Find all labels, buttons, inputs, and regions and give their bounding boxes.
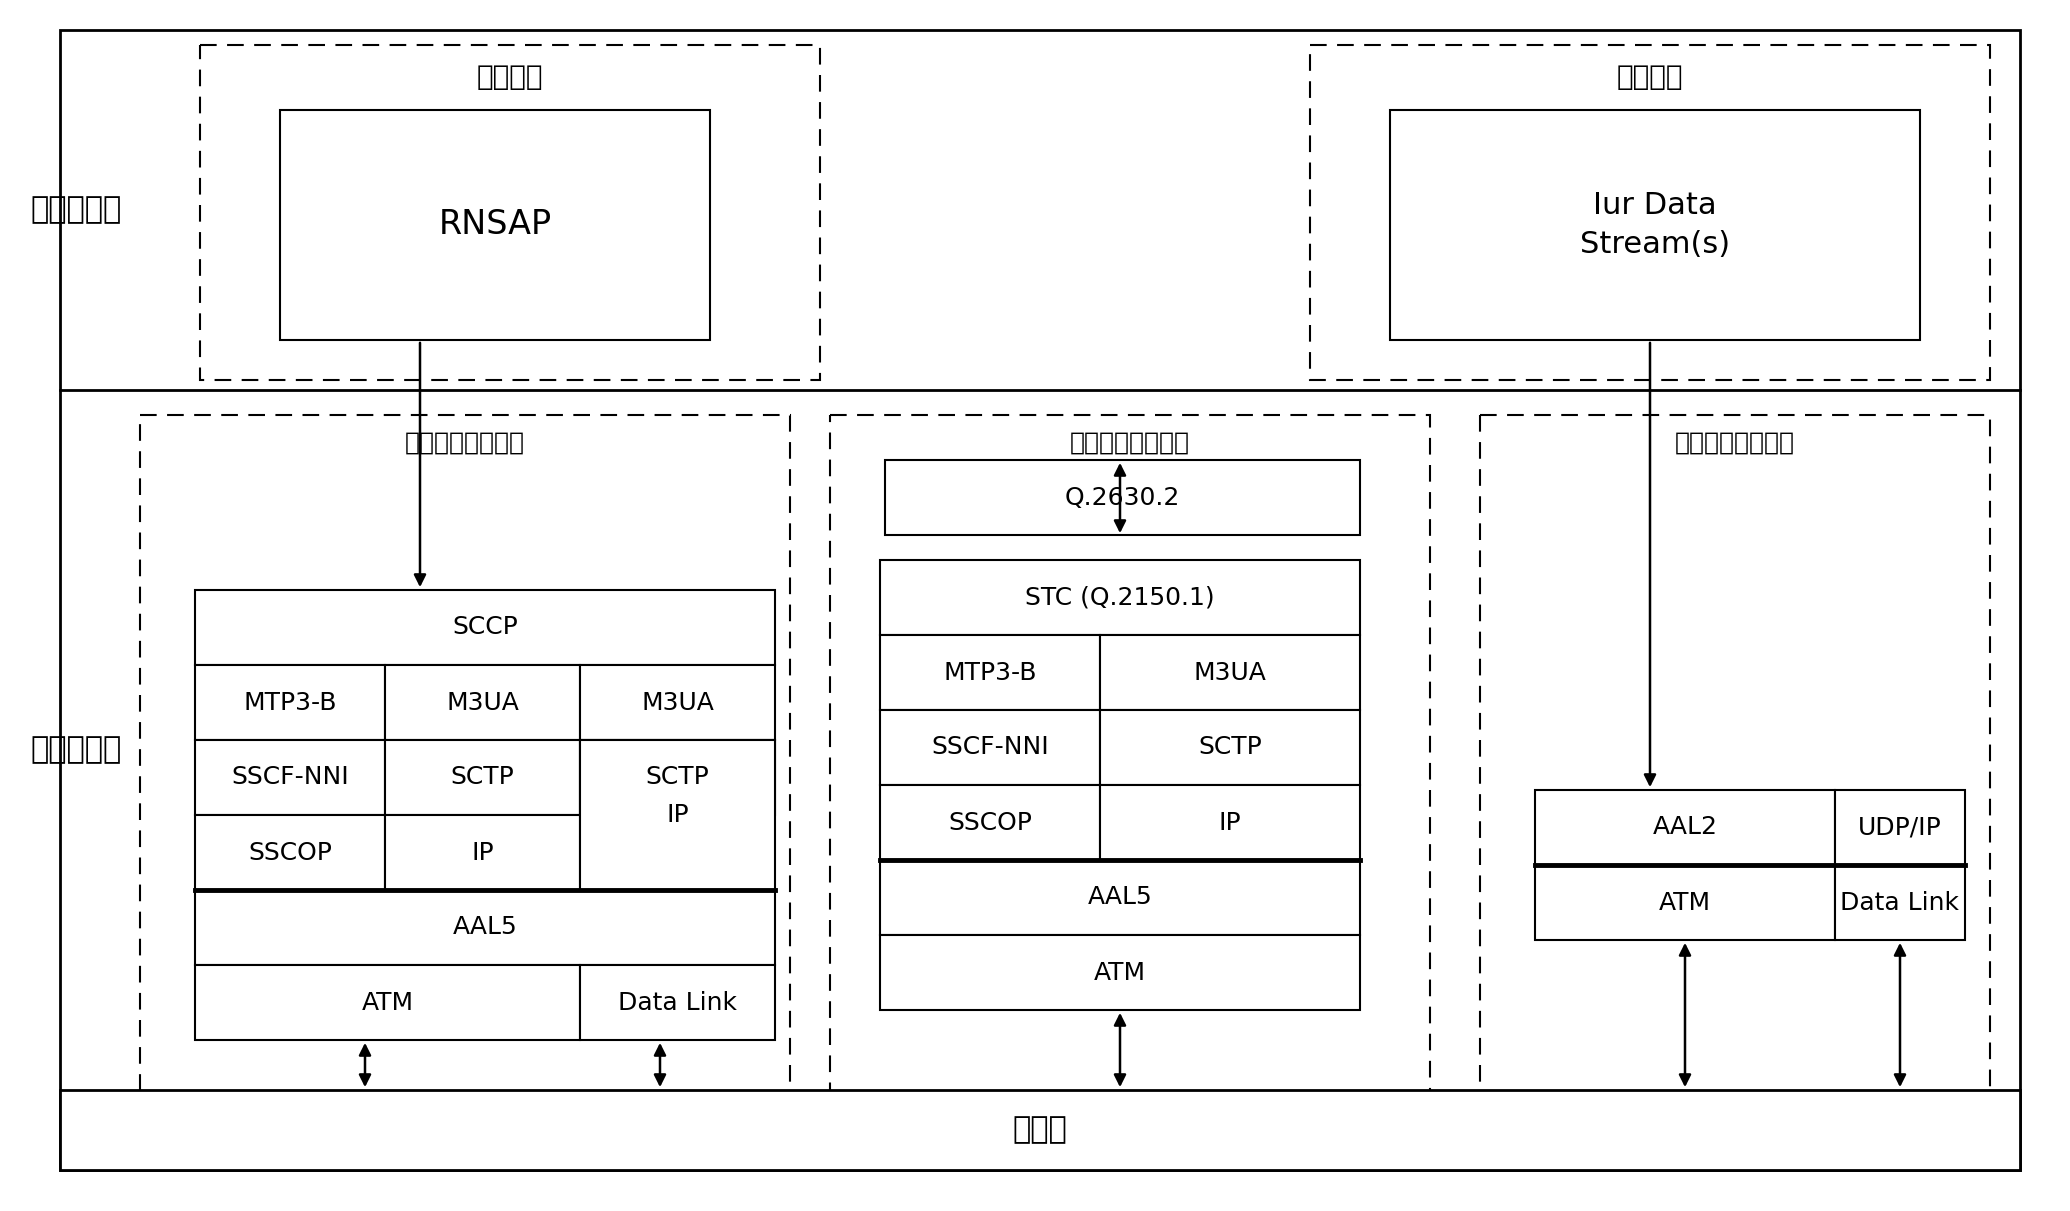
Text: AAL2: AAL2 xyxy=(1652,815,1718,839)
Text: 传输网络层: 传输网络层 xyxy=(29,735,122,764)
Text: 传输网络用户平面: 传输网络用户平面 xyxy=(1675,431,1795,455)
Text: 传输网络控制平面: 传输网络控制平面 xyxy=(1070,431,1190,455)
Bar xyxy=(1099,710,1360,785)
Text: IP: IP xyxy=(472,840,495,865)
Bar xyxy=(385,815,580,890)
Bar xyxy=(830,415,1430,1104)
Text: MTP3-B: MTP3-B xyxy=(244,690,337,714)
Bar xyxy=(880,559,1360,635)
Text: SSCOP: SSCOP xyxy=(248,840,331,865)
Bar xyxy=(1389,110,1921,340)
Bar xyxy=(1099,635,1360,710)
Text: Iur Data
Stream(s): Iur Data Stream(s) xyxy=(1579,191,1731,259)
Text: UDP/IP: UDP/IP xyxy=(1859,815,1942,839)
Text: M3UA: M3UA xyxy=(1194,660,1267,684)
Text: AAL5: AAL5 xyxy=(453,916,518,940)
Bar xyxy=(195,890,774,965)
Text: IP: IP xyxy=(1219,810,1242,834)
Text: SCCP: SCCP xyxy=(451,615,518,639)
Bar xyxy=(1834,790,1964,865)
Bar xyxy=(1480,415,1989,1104)
Bar xyxy=(279,110,710,340)
Text: M3UA: M3UA xyxy=(642,690,714,714)
Bar xyxy=(886,460,1360,535)
Text: 物理层: 物理层 xyxy=(1012,1115,1068,1144)
Text: IP: IP xyxy=(667,803,689,827)
Text: Data Link: Data Link xyxy=(1840,890,1960,914)
Bar xyxy=(880,785,1099,860)
Bar xyxy=(1536,865,1834,940)
Bar xyxy=(1099,785,1360,860)
Bar xyxy=(195,965,580,1040)
Text: STC (Q.2150.1): STC (Q.2150.1) xyxy=(1025,585,1215,609)
Bar xyxy=(880,935,1360,1010)
Bar xyxy=(195,815,385,890)
Bar xyxy=(880,710,1099,785)
Bar xyxy=(195,590,774,665)
Bar xyxy=(195,665,385,740)
Text: SCTP: SCTP xyxy=(646,765,710,790)
Text: RNSAP: RNSAP xyxy=(439,208,551,241)
Bar xyxy=(580,665,774,740)
Text: MTP3-B: MTP3-B xyxy=(944,660,1037,684)
Bar xyxy=(880,635,1099,710)
Text: ATM: ATM xyxy=(362,991,414,1015)
Bar xyxy=(1536,790,1834,865)
Bar xyxy=(195,740,385,815)
Text: M3UA: M3UA xyxy=(445,690,520,714)
Text: ATM: ATM xyxy=(1093,960,1147,985)
Text: SSCF-NNI: SSCF-NNI xyxy=(932,735,1049,759)
Text: ATM: ATM xyxy=(1658,890,1712,914)
Text: SCTP: SCTP xyxy=(1199,735,1263,759)
Text: AAL5: AAL5 xyxy=(1087,885,1153,909)
Text: 无线网络层: 无线网络层 xyxy=(29,195,122,224)
Text: SSCF-NNI: SSCF-NNI xyxy=(232,765,350,790)
Bar xyxy=(385,665,580,740)
Bar xyxy=(580,740,774,890)
Bar xyxy=(385,740,580,815)
Bar xyxy=(580,740,774,815)
Bar xyxy=(1310,45,1989,380)
Bar xyxy=(60,1090,2020,1170)
Text: Data Link: Data Link xyxy=(619,991,737,1015)
Text: 传输网络用户平面: 传输网络用户平面 xyxy=(406,431,526,455)
Text: SSCOP: SSCOP xyxy=(948,810,1033,834)
Text: 用户平面: 用户平面 xyxy=(1617,63,1683,91)
Bar xyxy=(141,415,791,1104)
Bar xyxy=(201,45,820,380)
Bar xyxy=(580,965,774,1040)
Bar xyxy=(880,860,1360,935)
Text: Q.2630.2: Q.2630.2 xyxy=(1064,486,1180,510)
Text: 控制平面: 控制平面 xyxy=(476,63,542,91)
Bar xyxy=(1834,865,1964,940)
Text: SCTP: SCTP xyxy=(451,765,513,790)
